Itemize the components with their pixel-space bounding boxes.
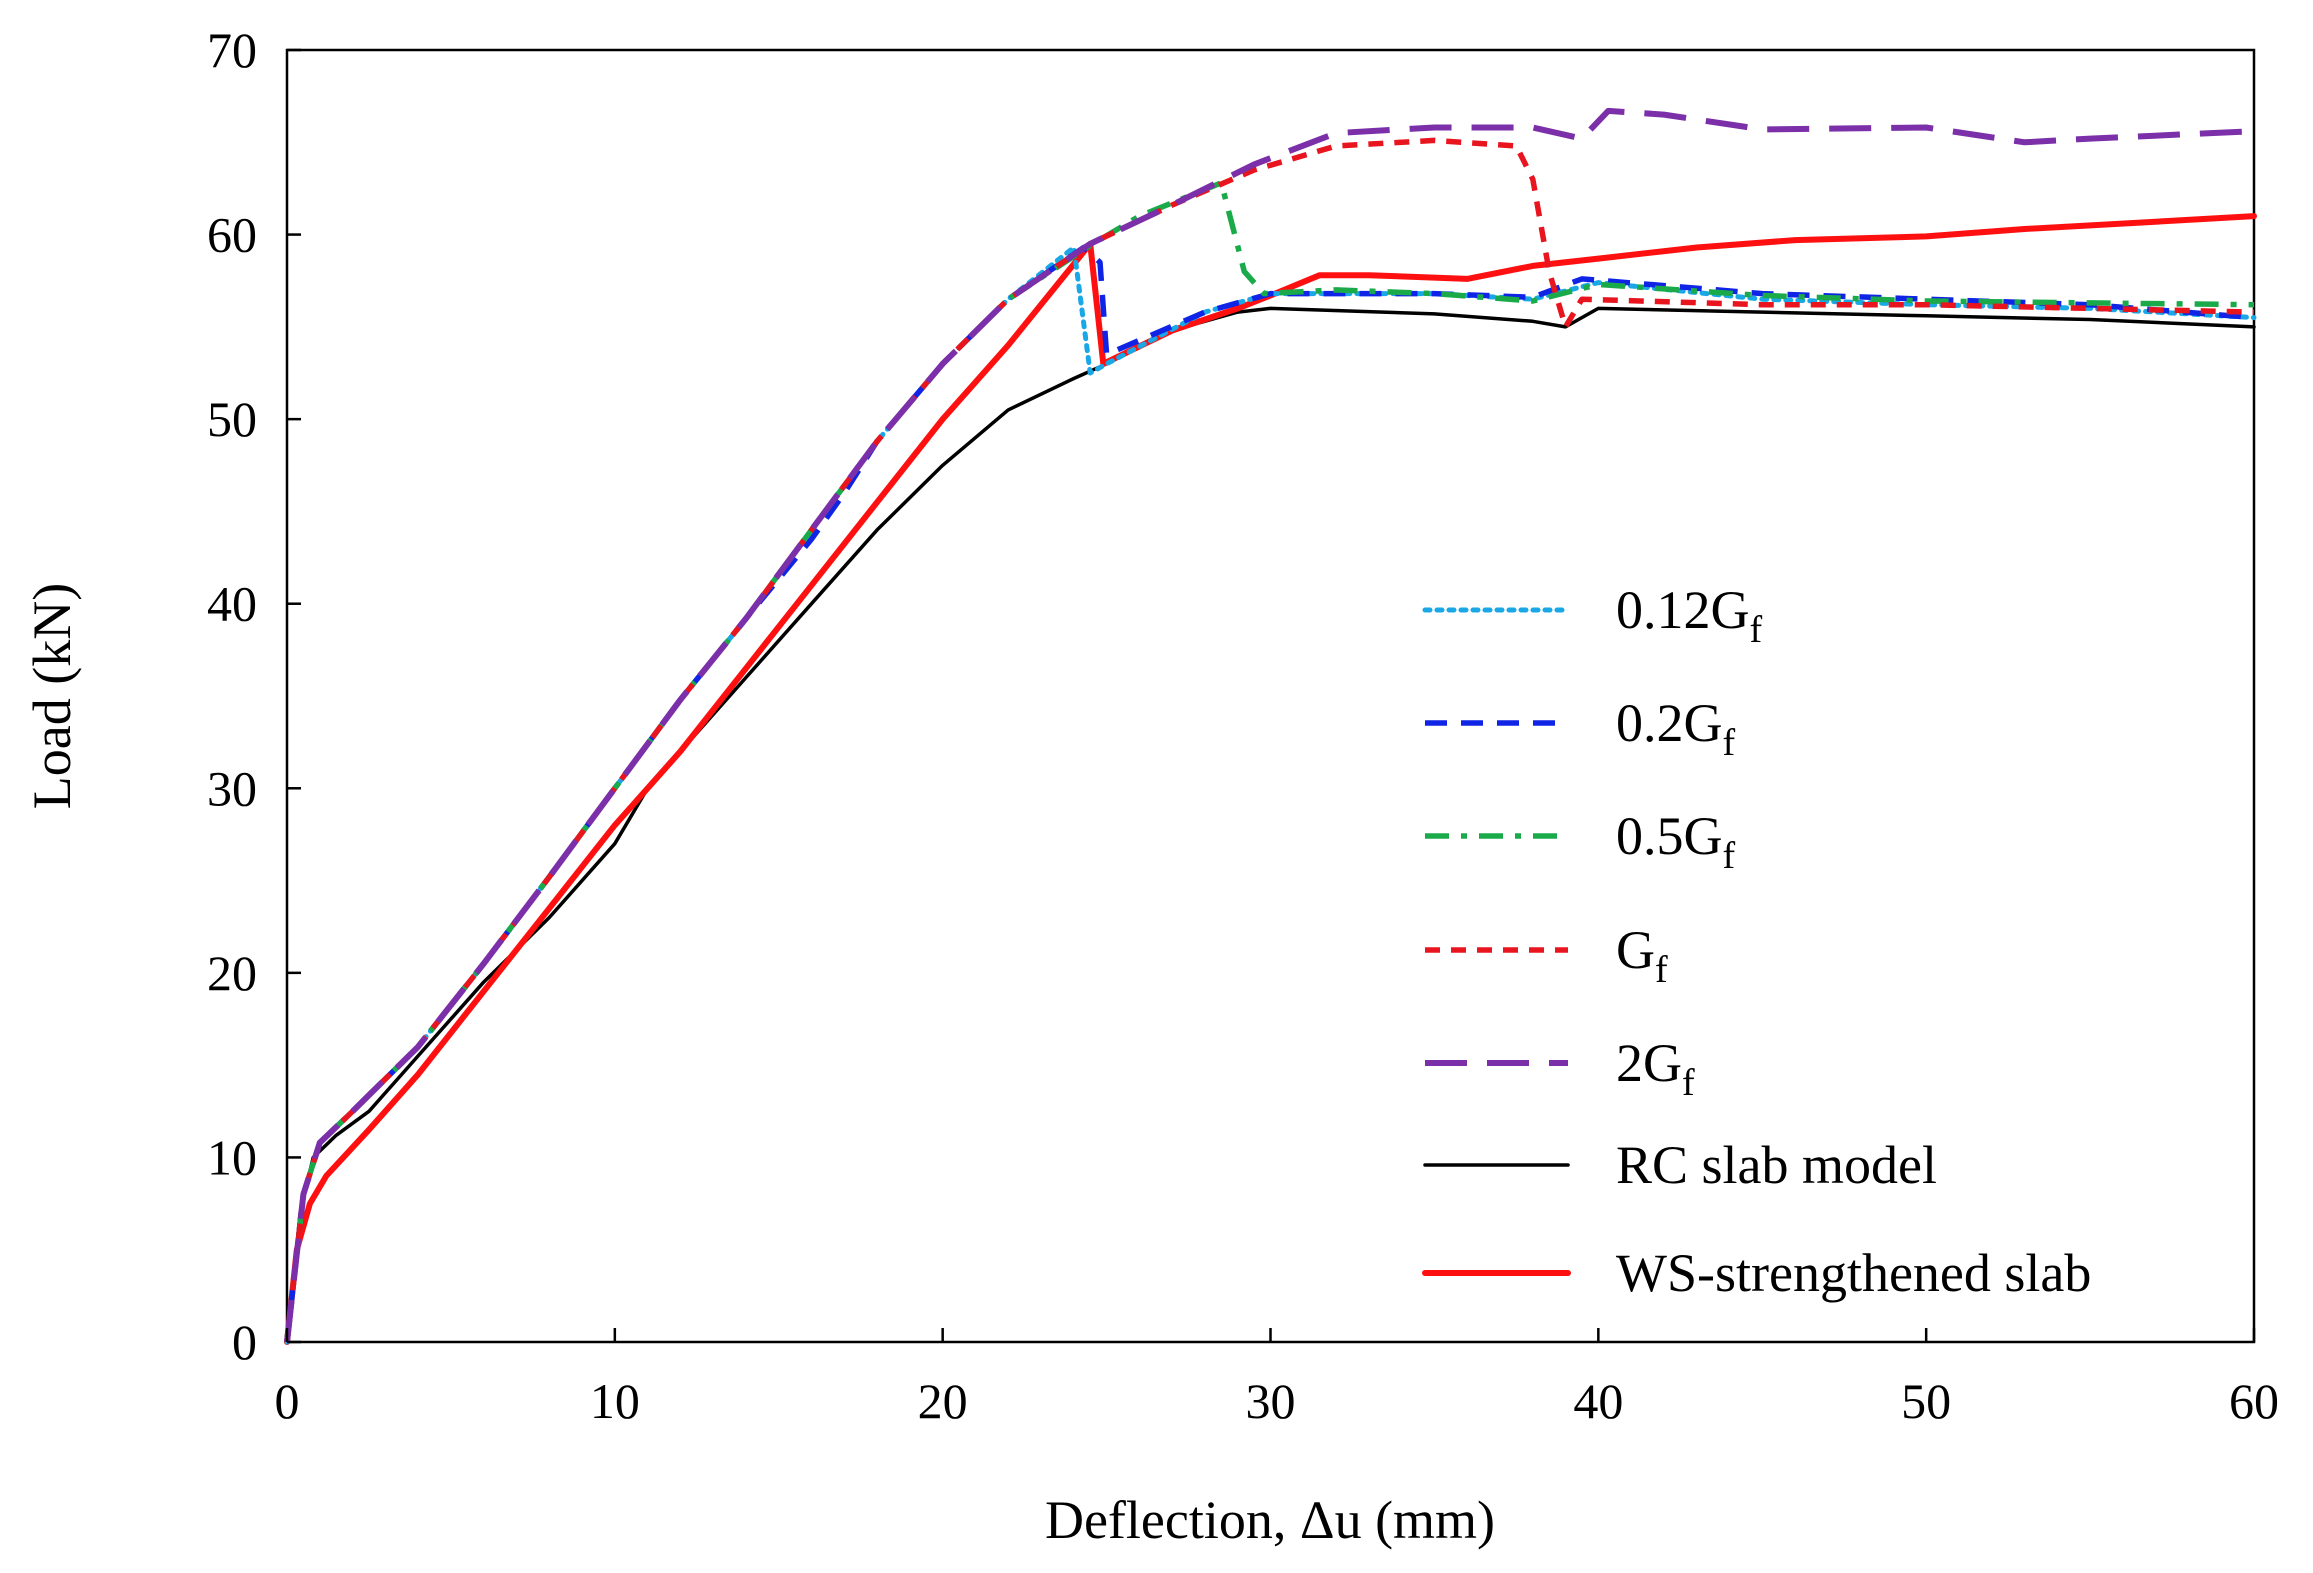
x-axis-title: Deflection, Δu (mm): [1045, 1490, 1495, 1550]
legend-label-text: G: [1616, 920, 1655, 980]
x-tick-label: 40: [1573, 1373, 1623, 1429]
legend-label: 0.12Gf: [1616, 580, 1763, 651]
legend-label: 2Gf: [1616, 1033, 1695, 1104]
legend-label: 0.2Gf: [1616, 693, 1736, 764]
x-tick-label: 60: [2229, 1373, 2279, 1429]
y-axis-title: Load (kN): [22, 583, 82, 809]
y-tick-label: 10: [207, 1129, 257, 1185]
legend-label: Gf: [1616, 920, 1668, 991]
legend-label-text: RC slab model: [1616, 1135, 1937, 1195]
legend-label-subscript: f: [1682, 1062, 1695, 1104]
legend-label-text: 0.5G: [1616, 806, 1723, 866]
x-tick-label: 50: [1901, 1373, 1951, 1429]
x-tick-label: 20: [918, 1373, 968, 1429]
x-tick-label: 30: [1246, 1373, 1296, 1429]
x-tick-label: 0: [275, 1373, 300, 1429]
y-tick-label: 70: [207, 22, 257, 78]
y-tick-label: 20: [207, 945, 257, 1001]
y-axis: 0 10 20 30 40 50 60 70: [207, 22, 301, 1370]
legend-label-subscript: f: [1723, 722, 1736, 764]
legend-label-subscript: f: [1655, 949, 1668, 991]
legend-label-text: 0.2G: [1616, 693, 1723, 753]
legend-label-subscript: f: [1723, 835, 1736, 877]
legend-label-text: 2G: [1616, 1033, 1682, 1093]
axes: 0 10 20 30 40 50 60 70 0 10 20 30 40 50 60: [207, 22, 2279, 1429]
series-line-2gf: [284, 107, 2255, 1343]
legend-label: WS-strengthened slab: [1616, 1243, 2091, 1303]
x-axis: 0 10 20 30 40 50 60: [275, 1328, 2279, 1429]
series-line-rc-slab-model: [285, 306, 2256, 1344]
y-tick-label: 0: [232, 1314, 257, 1370]
legend-label: RC slab model: [1616, 1135, 1937, 1195]
y-tick-label: 60: [207, 207, 257, 263]
legend-label-text: WS-strengthened slab: [1616, 1243, 2091, 1303]
series-layer: [284, 107, 2257, 1345]
legend-label-text: 0.12G: [1616, 580, 1750, 640]
legend-label: 0.5Gf: [1616, 806, 1736, 877]
y-tick-label: 50: [207, 391, 257, 447]
x-tick-label: 10: [590, 1373, 640, 1429]
y-tick-label: 40: [207, 576, 257, 632]
legend-label-subscript: f: [1750, 609, 1763, 651]
y-tick-label: 30: [207, 760, 257, 816]
